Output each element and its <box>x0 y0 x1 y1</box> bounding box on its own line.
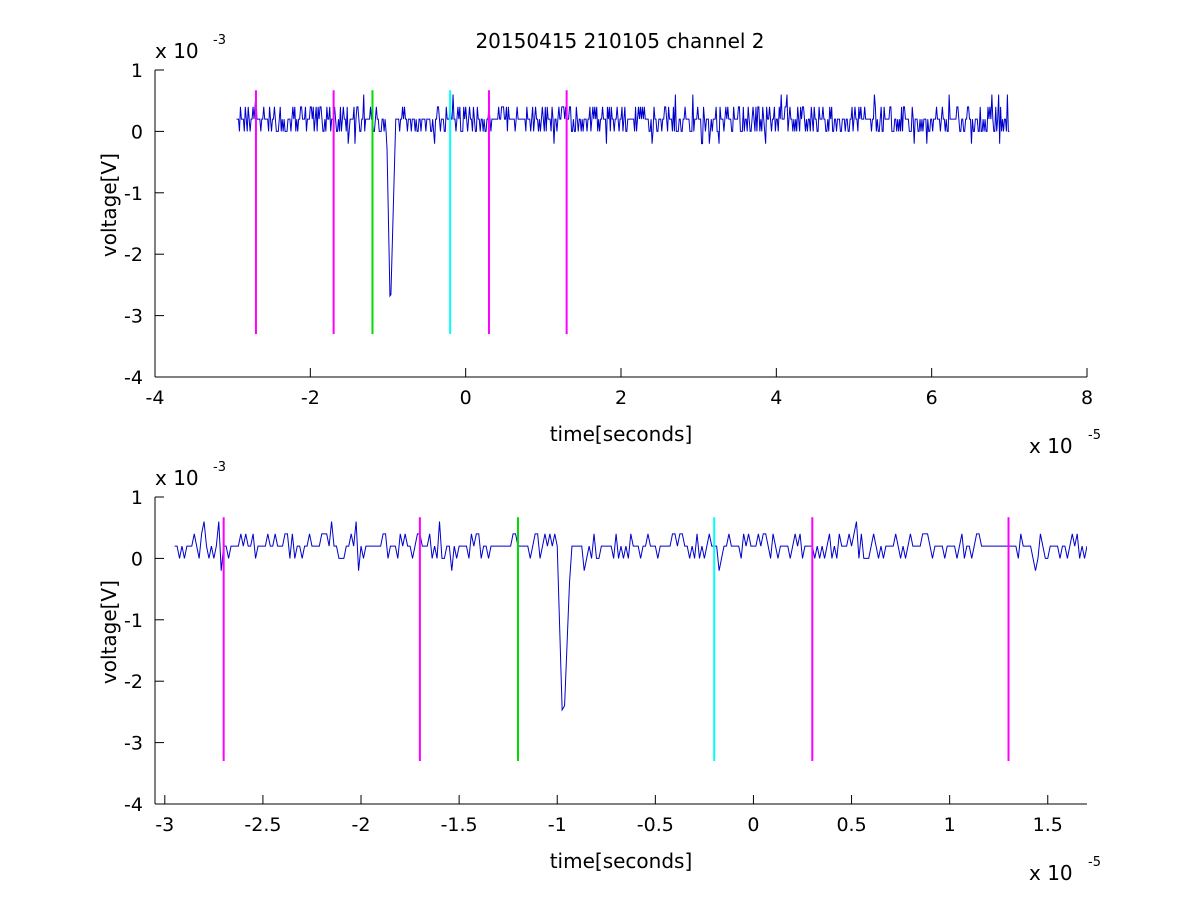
y-tick-label: 1 <box>131 487 143 509</box>
x-axis-multiplier-exponent: -5 <box>1088 428 1101 443</box>
y-tick-label: -4 <box>124 367 143 389</box>
y-tick-label: -4 <box>124 794 143 816</box>
y-tick-label: -3 <box>124 733 143 755</box>
signal-trace <box>174 521 1087 712</box>
signal-trace <box>236 94 1010 298</box>
x-tick-label: 4 <box>770 387 782 409</box>
x-tick-label: -2 <box>352 814 371 836</box>
y-axis-multiplier-exponent: -3 <box>213 460 226 475</box>
x-tick-label: -3 <box>155 814 174 836</box>
y-axis-multiplier-exponent: -3 <box>213 33 226 48</box>
x-axis-label: time[seconds] <box>550 849 693 873</box>
x-tick-label: 8 <box>1081 387 1093 409</box>
y-tick-label: -3 <box>124 306 143 328</box>
y-axis-multiplier: x 10 <box>155 466 199 490</box>
x-tick-label: 6 <box>926 387 938 409</box>
x-tick-label: 0 <box>460 387 472 409</box>
y-tick-label: 0 <box>131 548 143 570</box>
x-tick-label: -0.5 <box>637 814 674 836</box>
figure-title: 20150415 210105 channel 2 <box>475 29 764 53</box>
x-tick-label: 2 <box>615 387 627 409</box>
y-tick-label: 1 <box>131 60 143 82</box>
x-tick-label: -1.5 <box>441 814 478 836</box>
x-axis-multiplier: x 10 <box>1029 861 1073 885</box>
x-tick-label: 1.5 <box>1033 814 1063 836</box>
x-tick-label: 0.5 <box>836 814 866 836</box>
x-tick-label: 1 <box>944 814 956 836</box>
x-axis-multiplier-exponent: -5 <box>1088 855 1101 870</box>
y-axis-multiplier: x 10 <box>155 39 199 63</box>
y-tick-label: 0 <box>131 121 143 143</box>
x-tick-label: -4 <box>146 387 165 409</box>
y-tick-label: -1 <box>124 610 143 632</box>
y-tick-label: -2 <box>124 671 143 693</box>
y-axis-label: voltage[V] <box>97 153 121 257</box>
x-tick-label: 0 <box>747 814 759 836</box>
x-axis-label: time[seconds] <box>550 422 693 446</box>
x-tick-label: -2 <box>301 387 320 409</box>
y-axis-label: voltage[V] <box>97 580 121 684</box>
y-tick-label: -2 <box>124 244 143 266</box>
bottom-panel: -3 -2.5 -2 -1.5 -1 -0.5 0 0.5 1 1.5 1 0 -1 -2 -3 -4 time… <box>97 460 1101 885</box>
x-tick-label: -2.5 <box>244 814 281 836</box>
y-tick-label: -1 <box>124 183 143 205</box>
top-panel: -4 -2 0 2 4 6 810-1-2-3-4time[seconds]voltage[… <box>97 33 1101 458</box>
x-axis-multiplier: x 10 <box>1029 434 1073 458</box>
x-tick-label: -1 <box>548 814 567 836</box>
